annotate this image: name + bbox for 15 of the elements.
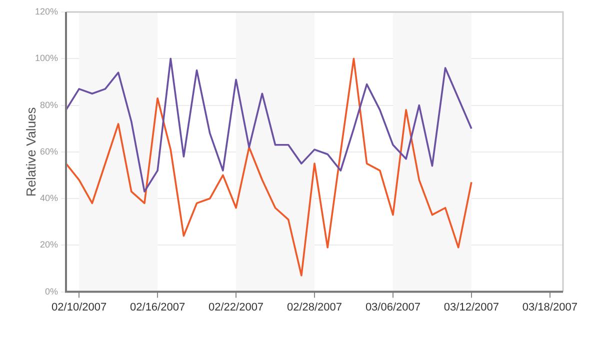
y-tick-label: 20% [40,240,58,250]
y-axis-title: Relative Values [23,106,38,197]
y-tick-label: 100% [34,53,58,64]
y-tick-label: 120% [34,6,58,16]
y-tick-label: 80% [40,100,58,110]
x-tick-label: 02/28/2007 [286,301,342,314]
y-tick-label: 40% [40,193,58,204]
x-tick-label: 02/22/2007 [208,301,264,314]
x-tick-label: 03/06/2007 [365,301,421,314]
x-tick-label: 02/16/2007 [130,301,186,314]
y-tick-label: 0% [44,286,58,296]
x-tick-label: 03/18/2007 [522,301,578,314]
y-tick-label: 60% [40,146,58,156]
x-tick-label: 03/12/2007 [444,301,499,314]
x-tick-label: 02/10/2007 [52,301,107,314]
